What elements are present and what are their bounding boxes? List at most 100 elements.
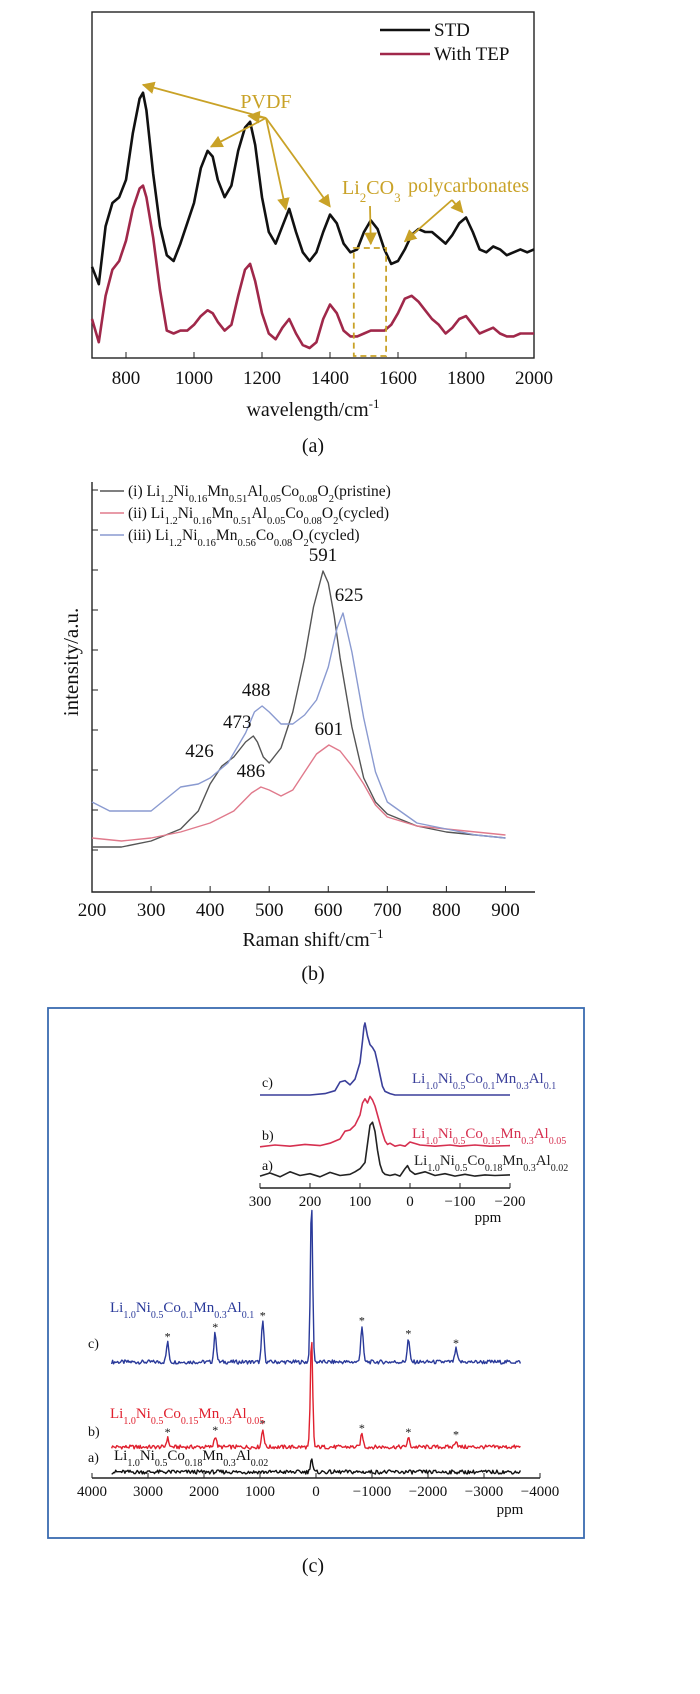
x-tick-label: 400 [196,900,225,921]
series-line-iii [91,612,506,839]
inset-x-tick-label: −100 [445,1194,476,1210]
main-series-tag: c) [88,1337,99,1352]
panel-b-peak-labels: 591 625 488 473 426 601 486 [185,545,363,782]
annotation-polycarbonates: polycarbonates [408,175,529,197]
main-series-name: Li1.0Ni0.5Co0.18Mn0.3Al0.02 [114,1448,268,1469]
panel-a-label: (a) [302,435,324,457]
main-xlabel: ppm [497,1502,524,1518]
main-x-tick-label: 1000 [245,1484,275,1500]
legend-label: (iii) Li1.2Ni0.16Mn0.56Co0.08O2(cycled) [128,527,360,549]
sideband-marker: * [212,1423,218,1437]
main-series-line [110,1209,522,1365]
legend-label: (ii) Li1.2Ni0.16Mn0.51Al0.05Co0.08O2(cyc… [128,505,389,527]
main-x-tick-label: 4000 [77,1484,107,1500]
peak-label: 591 [309,545,338,566]
panel-b-series [91,570,506,848]
x-tick-label: 200 [78,900,107,921]
main-x-tick-label: −1000 [353,1484,391,1500]
sideband-marker: * [260,1309,266,1323]
pvdf-arrow [209,117,267,148]
inset-x-tick-label: 200 [299,1194,322,1210]
panel-a-legend: STD With TEP [380,20,509,65]
inset-series-line [260,1022,510,1096]
x-tick-label: 500 [255,900,284,921]
panel-c-inset: c) Li1.0Ni0.5Co0.1Mn0.3Al0.1 b) Li1.0Ni0.5C… [249,1022,568,1226]
x-tick-label: 1400 [311,368,349,389]
inset-xlabel: ppm [475,1210,502,1226]
inset-series-name: Li1.0Ni0.5Co0.18Mn0.3Al0.02 [414,1153,568,1174]
panel-b-legend: (i) Li1.2Ni0.16Mn0.51Al0.05Co0.08O2(pris… [100,483,391,549]
pvdf-arrow [265,117,290,211]
inset-series-tag: c) [262,1076,273,1091]
panel-a-frame [91,11,535,359]
panel-a-chart: 800 1000 1200 1400 1600 1800 2000 PVDF Li2CO3 po… [90,11,553,457]
x-tick-label: 900 [491,900,520,921]
x-tick-label: 300 [137,900,166,921]
main-x-tick-label: −4000 [521,1484,559,1500]
panel-b-chart: 200 300 400 500 600 700 800 900 591 625 488 473 426… [59,482,535,985]
main-x-tick-label: 0 [312,1484,320,1500]
inset-series-tag: a) [262,1159,273,1174]
inset-series-tag: b) [262,1129,274,1144]
legend-label-with-tep: With TEP [434,44,509,65]
annotation-li2co3: Li2CO3 [342,177,401,205]
panel-c-label: (c) [302,1555,324,1577]
inset-x-tick-label: −200 [495,1194,526,1210]
panel-a-xlabel: wavelength/cm-1 [246,396,379,421]
x-tick-label: 1200 [243,368,281,389]
inset-series-line [259,1095,511,1148]
panel-b-ylabel: intensity/a.u. [59,608,83,717]
x-tick-label: 1800 [447,368,485,389]
x-tick-label: 1000 [175,368,213,389]
panel-b-label: (b) [301,963,324,985]
polycarbonates-arrow [403,199,453,243]
inset-series-name: Li1.0Ni0.5Co0.1Mn0.3Al0.1 [412,1071,556,1092]
sideband-marker: * [405,1326,411,1340]
main-series-name: Li1.0Ni0.5Co0.1Mn0.3Al0.1 [110,1300,254,1321]
main-x-tick-label: −2000 [409,1484,447,1500]
inset-series-name: Li1.0Ni0.5Co0.15Mn0.3Al0.05 [412,1126,566,1147]
sideband-marker: * [212,1320,218,1334]
main-series-tag: a) [88,1451,99,1466]
panel-c-frame [47,1007,585,1539]
panel-a-series [90,91,535,350]
series-line-std [90,91,535,286]
inset-x-tick-label: 100 [349,1194,372,1210]
sideband-marker: * [453,1427,459,1441]
panel-b-xlabel: Raman shift/cm−1 [242,926,383,951]
series-line-i [92,570,506,848]
x-tick-label: 600 [314,900,343,921]
main-series-line [110,1341,521,1450]
inset-x-tick-label: 0 [406,1194,414,1210]
x-tick-label: 800 [112,368,141,389]
sideband-marker: * [359,1313,365,1327]
main-series-line [111,1458,522,1475]
panel-c-main: *** ***c)Li1.0Ni0.5Co0.1Mn0.3Al0.1* * * * * *b… [77,1209,559,1518]
pvdf-arrow [141,81,267,119]
sideband-marker: * [165,1330,171,1344]
peak-label: 601 [315,719,344,740]
sideband-marker: * [359,1421,365,1435]
x-tick-label: 1600 [379,368,417,389]
panel-a-x-ticks: 800 1000 1200 1400 1600 1800 2000 [112,352,553,389]
peak-label: 473 [223,712,252,733]
inset-series-line [259,1121,511,1178]
peak-label: 625 [335,585,364,606]
x-tick-label: 700 [373,900,402,921]
sideband-marker: * [165,1425,171,1439]
legend-label-std: STD [434,20,470,41]
sideband-marker: * [260,1416,266,1430]
x-tick-label: 800 [432,900,461,921]
polycarbonates-arrow [450,199,464,214]
pvdf-arrow [247,110,267,124]
main-x-tick-label: −3000 [465,1484,503,1500]
sideband-marker: * [405,1425,411,1439]
li2co3-arrow [364,205,377,246]
main-series-tag: b) [88,1425,100,1440]
peak-label: 426 [185,741,214,762]
inset-x-tick-label: 300 [249,1194,272,1210]
panel-a-annotations: PVDF Li2CO3 polycarbonates [141,81,529,357]
series-line-with-tep [90,184,534,350]
panel-b-x-ticks: 200 300 400 500 600 700 800 900 [78,886,520,921]
panel-b-y-ticks [92,489,98,851]
